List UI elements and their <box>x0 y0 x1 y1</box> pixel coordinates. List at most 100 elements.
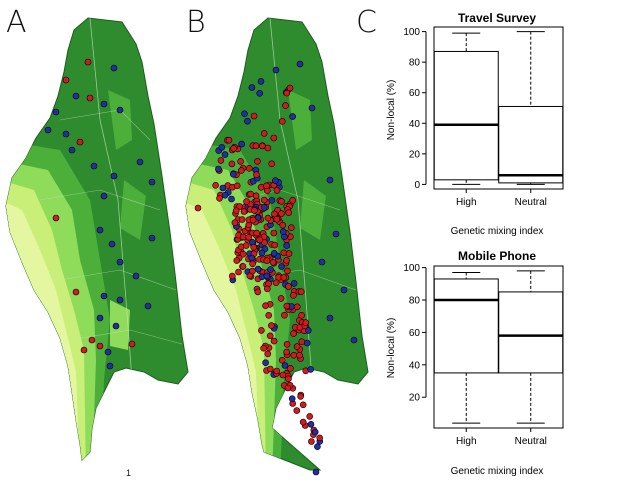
site-dot-blue <box>270 250 278 257</box>
site-dot-red <box>52 214 60 222</box>
site-dot-blue <box>68 146 76 154</box>
panel-c-travel-survey: Travel Survey 0 20 40 60 80 100 High Neutral N… <box>386 11 564 237</box>
site-dot-blue <box>326 314 334 322</box>
site-dot-red <box>278 356 286 364</box>
site-dot-red <box>246 272 254 280</box>
site-dot-red <box>128 340 136 348</box>
site-dot-red <box>280 274 288 281</box>
site-dot-red <box>290 351 298 359</box>
site-dot-red <box>238 167 245 174</box>
site-dot-blue <box>238 140 245 148</box>
site-dot-red <box>282 102 289 109</box>
site-dot-red <box>86 94 94 102</box>
site-dot-red <box>263 285 271 293</box>
chart-title-mobile-phone: Mobile Phone <box>458 249 536 263</box>
site-dot-red <box>286 84 294 92</box>
map-note: 1 <box>126 468 131 478</box>
site-dot-blue <box>132 272 140 280</box>
site-dot-red <box>263 257 271 265</box>
site-dot-red <box>296 351 303 359</box>
site-dot-blue <box>100 292 108 300</box>
y-tick-label: 0 <box>414 180 420 191</box>
panel-letter-b: B <box>186 5 206 40</box>
site-dot-red <box>216 195 223 202</box>
ylabel-mobile-phone: Non-local (%) <box>386 318 397 379</box>
y-tick-label: 80 <box>409 58 421 69</box>
site-dot-red <box>279 221 287 229</box>
site-dot-red <box>250 112 258 120</box>
site-dot-blue <box>110 64 118 72</box>
site-dot-red <box>284 267 291 275</box>
site-dot-red <box>273 215 281 223</box>
site-dot-red <box>254 158 261 165</box>
site-dot-blue <box>326 176 334 184</box>
site-dot-red <box>250 243 257 251</box>
site-dot-red <box>285 375 292 383</box>
site-dot-red <box>273 367 281 375</box>
site-dot-red <box>260 130 268 137</box>
site-dot-red <box>233 257 241 264</box>
site-dot-red <box>212 182 219 189</box>
y-tick-label: 80 <box>409 296 421 307</box>
site-dot-blue <box>271 177 279 184</box>
site-dot-red <box>287 364 294 372</box>
site-dot-blue <box>332 230 340 238</box>
site-dot-red <box>283 348 290 356</box>
site-dot-red <box>293 343 301 350</box>
site-dot-blue <box>112 322 120 330</box>
site-dot-blue <box>96 314 104 322</box>
boxes-travel-survey <box>433 31 564 185</box>
site-dot-red <box>194 204 202 212</box>
map-panel-b <box>185 17 369 476</box>
box-neutral <box>498 105 564 184</box>
site-dot-red <box>230 145 237 152</box>
site-dot-blue <box>311 428 319 436</box>
y-tick-label: 100 <box>403 263 420 274</box>
site-dot-blue <box>52 108 60 116</box>
site-dot-red <box>256 236 264 244</box>
site-dot-red <box>266 365 274 373</box>
site-dot-blue <box>104 348 112 356</box>
site-dot-red <box>96 342 104 350</box>
site-dot-red <box>253 171 260 178</box>
site-dot-red <box>271 241 279 249</box>
site-dot-red <box>278 198 285 205</box>
site-dot-red <box>232 207 240 214</box>
site-dot-red <box>285 250 293 257</box>
site-dot-blue <box>281 362 289 369</box>
site-dot-blue <box>148 234 156 242</box>
y-tick-label: 20 <box>409 149 421 160</box>
site-dot-blue <box>136 158 144 166</box>
site-dot-red <box>264 214 272 222</box>
site-dot-red <box>299 418 307 426</box>
xlabel-travel-survey: Genetic mixing index <box>451 226 544 237</box>
site-dot-red <box>283 89 291 97</box>
site-dot-red <box>231 219 239 226</box>
site-dot-red <box>297 393 304 400</box>
site-dot-red <box>268 160 276 168</box>
x-tick-label: Neutral <box>515 436 547 447</box>
site-dot-red <box>251 207 258 214</box>
y-tick-label: 40 <box>409 119 421 130</box>
site-dot-blue <box>308 104 316 112</box>
site-dot-red <box>290 330 297 337</box>
site-dot-red <box>237 158 244 165</box>
site-dot-blue <box>221 191 229 199</box>
site-dot-red <box>298 311 305 319</box>
site-dot-red <box>258 327 265 334</box>
site-dot-blue <box>96 226 104 234</box>
site-dot-red <box>269 259 277 266</box>
site-dot-blue <box>228 195 235 203</box>
panel-letter-a: A <box>6 5 27 40</box>
site-dot-blue <box>116 106 124 114</box>
site-dot-red <box>263 182 270 190</box>
site-dot-blue <box>244 117 251 125</box>
site-dot-red <box>264 350 272 358</box>
site-dot-red <box>262 302 269 310</box>
site-dot-blue <box>106 362 114 370</box>
site-dot-red <box>252 142 260 150</box>
site-dot-red <box>275 273 282 281</box>
site-dot-red <box>290 291 297 299</box>
site-dot-red <box>239 250 247 258</box>
